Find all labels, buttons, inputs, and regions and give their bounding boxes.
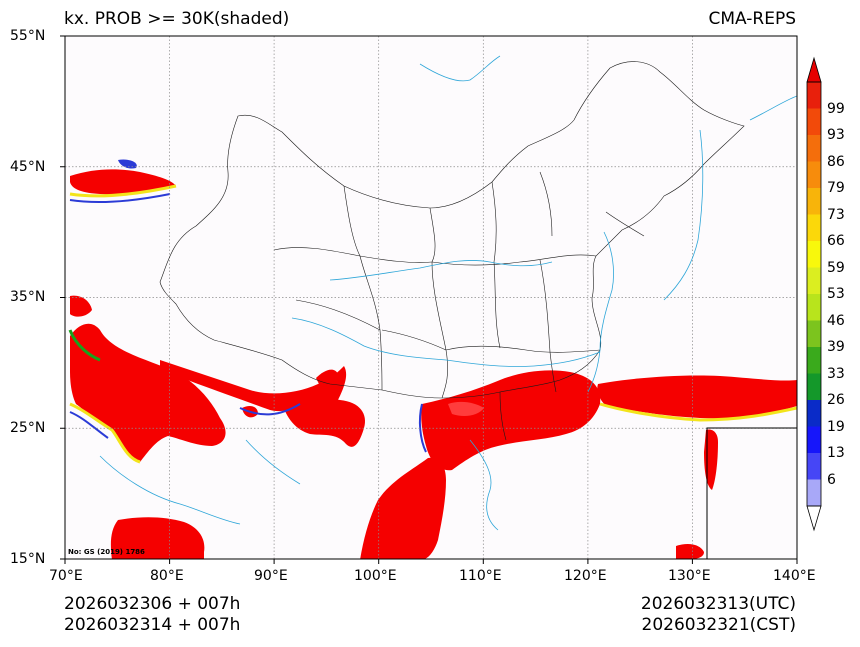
colorbar-band [807, 347, 821, 374]
lat-tick-25: 25°N [10, 420, 46, 436]
colorbar-label: 79 [827, 180, 845, 196]
colorbar-band [807, 108, 821, 136]
colorbar-label: 26 [827, 392, 845, 408]
colorbar [806, 56, 822, 532]
lon-tick-140: 140°E [773, 568, 816, 584]
lon-tick-100: 100°E [354, 568, 397, 584]
lon-tick-80: 80°E [150, 568, 184, 584]
lat-tick-55: 55°N [10, 28, 46, 44]
colorbar-label: 46 [827, 312, 845, 329]
colorbar-label: 33 [827, 365, 845, 382]
colorbar-label: 19 [827, 418, 845, 435]
colorbar-band [807, 400, 821, 427]
valid-time-utc: 2026032313(UTC) [640, 594, 796, 614]
colorbar-band [807, 453, 821, 480]
colorbar-label: 73 [827, 206, 845, 223]
colorbar-band [807, 320, 821, 348]
colorbar-band [807, 479, 821, 507]
colorbar-label: 86 [827, 153, 845, 170]
colorbar-label: 53 [827, 286, 845, 302]
colorbar-label: 39 [827, 339, 845, 355]
colorbar-band [807, 241, 821, 268]
lat-tick-45: 45°N [10, 159, 46, 175]
colorbar-band [807, 82, 821, 109]
colorbar-max-arrow [806, 56, 822, 83]
boundaries [159, 61, 745, 441]
lon-tick-110: 110°E [459, 568, 502, 584]
colorbar-min-arrow [806, 505, 822, 532]
lat-tick-35: 35°N [10, 289, 46, 305]
lat-tick-15: 15°N [10, 551, 46, 567]
lon-tick-90: 90°E [254, 568, 288, 584]
colorbar-label: 6 [827, 471, 836, 488]
inset-box [706, 427, 797, 559]
colorbar-band [807, 294, 821, 321]
colorbar-label: 66 [827, 233, 845, 249]
colorbar-band [807, 267, 821, 295]
lon-tick-120: 120°E [564, 568, 607, 584]
valid-time-cst: 2026032321(CST) [641, 615, 796, 635]
map-approval-number: No: GS (2019) 1786 [68, 548, 145, 556]
lon-tick-70: 70°E [49, 568, 83, 584]
probability-edges [68, 184, 797, 464]
graticule [65, 36, 797, 559]
colorbar-band [807, 214, 821, 242]
lon-tick-130: 130°E [668, 568, 711, 584]
colorbar-band [807, 135, 821, 162]
init-time-cst: 2026032314 + 007h [64, 615, 241, 635]
colorbar-label: 99 [827, 100, 845, 117]
tick-marks [60, 35, 798, 564]
colorbar-band [807, 426, 821, 454]
colorbar-label: 93 [827, 127, 845, 143]
colorbar-band [807, 188, 821, 215]
model-name: CMA-REPS [708, 9, 796, 29]
colorbar-label: 13 [827, 445, 845, 461]
init-time-utc: 2026032306 + 007h [64, 594, 241, 614]
colorbar-label: 59 [827, 259, 845, 276]
rivers-coastlines [99, 55, 797, 531]
map-title: kx. PROB >= 30K(shaded) [64, 9, 290, 29]
colorbar-band [807, 161, 821, 189]
colorbar-band [807, 373, 821, 401]
